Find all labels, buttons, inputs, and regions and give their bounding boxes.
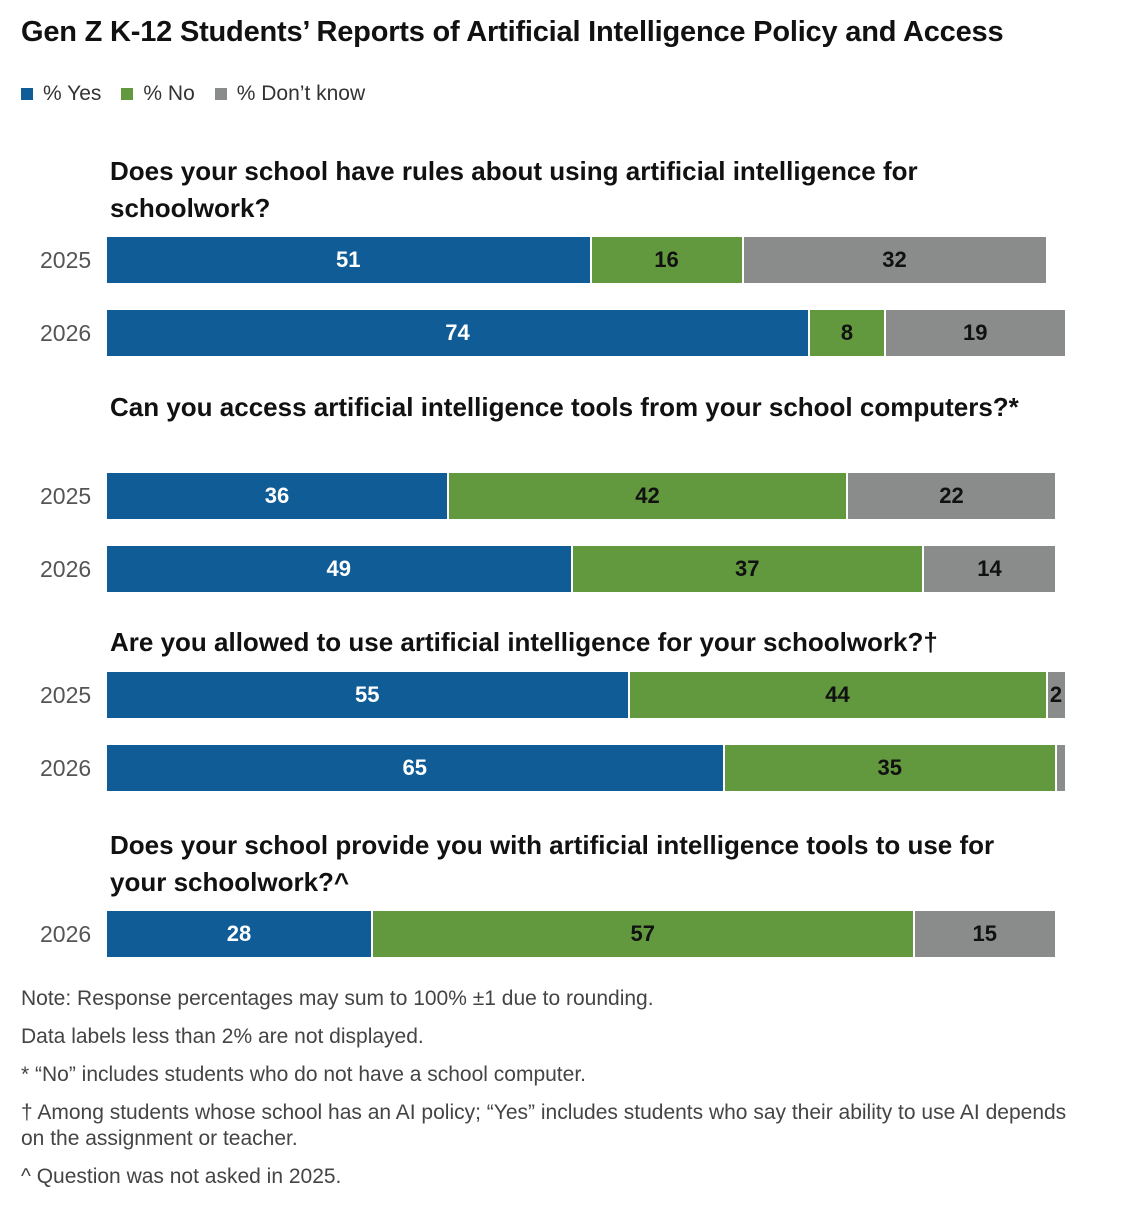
data-label: 35	[877, 755, 902, 780]
data-label: 51	[336, 247, 361, 272]
year-label: 2025	[40, 483, 92, 509]
segment-dont-know: 15	[914, 911, 1057, 957]
data-label: 2	[1049, 682, 1063, 707]
data-label: 32	[882, 247, 907, 272]
segment-yes: 65	[107, 745, 725, 791]
legend: % Yes % No % Don’t know	[21, 82, 365, 106]
stacked-bar: 36 42 22	[107, 473, 1057, 519]
data-label: 44	[825, 682, 850, 707]
segment-dont-know: 2	[1047, 672, 1067, 718]
note: * “No” includes students who do not have…	[21, 1063, 586, 1086]
segment-dont-know: 14	[924, 546, 1057, 592]
stacked-bar: 55 44 2	[107, 672, 1067, 718]
question-title: Can you access artificial intelligence t…	[110, 392, 1019, 422]
data-label: 16	[654, 247, 679, 272]
segment-no: 42	[449, 473, 848, 519]
year-label: 2026	[40, 755, 92, 781]
segment-no: 8	[810, 310, 886, 356]
data-label: 8	[840, 320, 854, 345]
data-label: 42	[635, 483, 660, 508]
data-label: 28	[226, 921, 252, 946]
segment-no: 44	[629, 672, 1048, 718]
year-label: 2025	[40, 247, 92, 273]
segment-yes: 51	[107, 237, 592, 283]
segment-yes: 49	[107, 546, 573, 592]
year-label: 2026	[40, 556, 92, 582]
question-title: Does your school provide you with artifi…	[110, 830, 995, 897]
year-label: 2025	[40, 682, 92, 708]
data-label: 37	[735, 556, 760, 581]
note: Note: Response percentages may sum to 10…	[21, 987, 654, 1010]
stacked-bar: 49 37 14	[107, 546, 1057, 592]
legend-swatch-no	[121, 88, 134, 100]
legend-swatch-dont-know	[214, 88, 227, 100]
legend-item-yes: % Yes	[21, 82, 101, 106]
stacked-bar: 28 57 15	[107, 911, 1057, 957]
segment-dont-know	[1057, 745, 1067, 791]
data-label: 14	[977, 556, 1002, 581]
data-label: 65	[402, 755, 427, 780]
year-label: 2026	[40, 921, 92, 947]
segment-no: 57	[373, 911, 915, 957]
data-label: 15	[972, 921, 997, 946]
chart-title: Gen Z K-12 Students’ Reports of Artifici…	[21, 16, 1004, 48]
notes: Note: Response percentages may sum to 10…	[21, 986, 1081, 1202]
data-label: 36	[264, 483, 290, 508]
segment-dont-know: 19	[886, 310, 1067, 356]
note: † Among students whose school has an AI …	[21, 1101, 1067, 1150]
legend-label: % Don’t know	[236, 82, 366, 105]
question-title: Does your school have rules about using …	[110, 156, 918, 223]
data-label: 49	[326, 556, 351, 581]
data-label: 74	[445, 320, 470, 345]
segment-no: 16	[591, 237, 744, 283]
segment-yes: 74	[107, 310, 810, 356]
stacked-bar: 74 8 19	[107, 310, 1067, 356]
legend-swatch-yes	[21, 88, 33, 100]
segment-no: 35	[724, 745, 1057, 791]
note: ^ Question was not asked in 2025.	[21, 1165, 342, 1188]
stacked-bar: 65 35	[107, 745, 1067, 791]
legend-label: % No	[143, 82, 195, 105]
segment-yes: 28	[107, 911, 373, 957]
data-label: 19	[963, 320, 988, 345]
data-label: 57	[630, 921, 655, 946]
segment-dont-know: 32	[743, 237, 1048, 283]
segment-yes: 36	[107, 473, 449, 519]
note: Data labels less than 2% are not display…	[21, 1025, 424, 1048]
stacked-bar: 51 16 32	[107, 237, 1048, 283]
year-label: 2026	[40, 320, 92, 346]
legend-item-dont-know: % Don’t know	[214, 82, 366, 106]
legend-label: % Yes	[43, 82, 102, 105]
question-title: Are you allowed to use artificial intell…	[110, 627, 938, 657]
data-label: 22	[939, 483, 964, 508]
legend-item-no: % No	[121, 82, 195, 106]
segment-yes: 55	[107, 672, 630, 718]
segment-dont-know: 22	[848, 473, 1057, 519]
segment-no: 37	[572, 546, 924, 592]
data-label: 55	[355, 682, 380, 707]
